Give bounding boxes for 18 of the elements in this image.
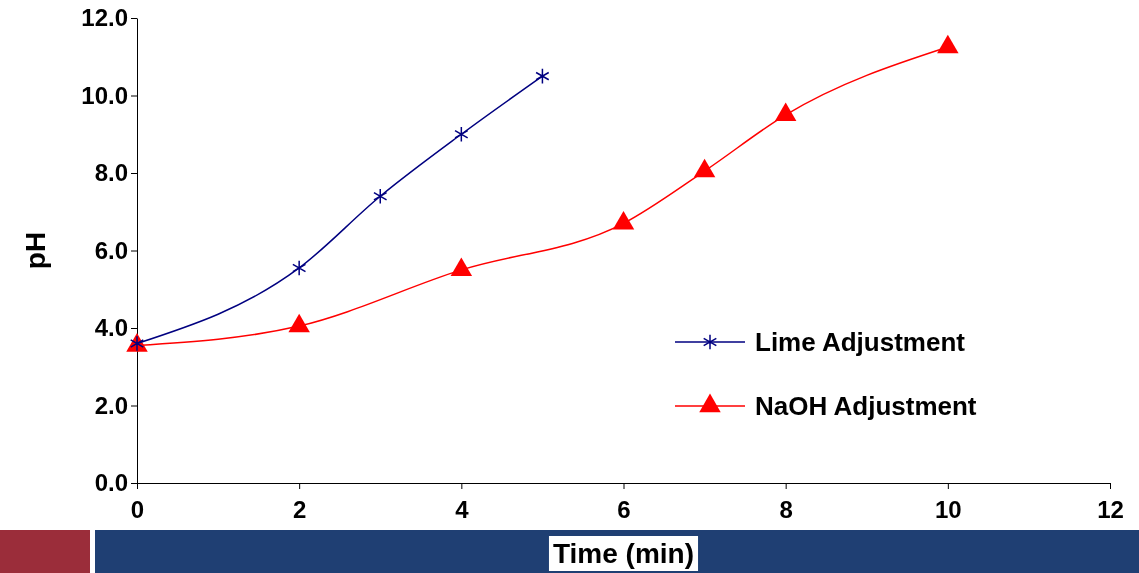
y-tick-label: 2.0 bbox=[94, 391, 128, 419]
x-axis-title: Time (min) bbox=[552, 538, 695, 569]
x-tick-label: 2 bbox=[292, 496, 307, 524]
y-tick-label: 4.0 bbox=[94, 314, 128, 342]
legend-label: Lime Adjustment bbox=[755, 327, 966, 358]
y-tick-label: 8.0 bbox=[94, 159, 128, 187]
y-tick-label: 6.0 bbox=[94, 236, 128, 264]
y-axis-title: pH bbox=[20, 231, 51, 270]
x-tick-label: 8 bbox=[779, 496, 793, 524]
x-tick-label: 6 bbox=[617, 496, 631, 524]
y-tick-label: 12.0 bbox=[81, 4, 128, 32]
x-tick-label: 10 bbox=[934, 496, 962, 524]
y-tick-label: 0.0 bbox=[94, 469, 128, 497]
x-tick-label: 0 bbox=[130, 496, 145, 524]
legend-label: NaOH Adjustment bbox=[755, 391, 977, 422]
x-tick-label: 12 bbox=[1097, 496, 1124, 524]
x-tick-label: 4 bbox=[455, 496, 470, 524]
y-tick-label: 10.0 bbox=[81, 81, 128, 109]
